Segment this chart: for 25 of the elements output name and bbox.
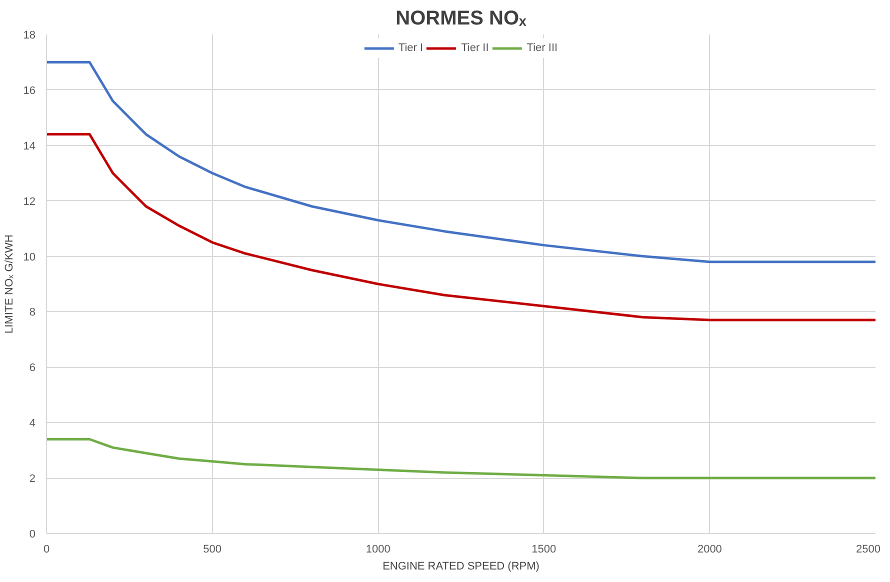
legend-label: Tier I — [398, 42, 424, 54]
y-tick-label: 0 — [29, 528, 36, 540]
chart-title: NORMES NOₓ — [396, 8, 528, 30]
x-tick-label: 1000 — [366, 544, 390, 556]
x-tick-label: 0 — [43, 544, 50, 556]
x-tick-label: 500 — [203, 544, 222, 556]
y-tick-label: 12 — [23, 196, 36, 208]
legend-label: Tier III — [526, 42, 558, 54]
y-tick-label: 2 — [29, 473, 36, 486]
x-tick-label: 2000 — [697, 544, 722, 556]
y-tick-label: 18 — [23, 30, 36, 42]
line-series — [46, 60, 876, 264]
y-tick-label: 10 — [23, 251, 36, 264]
y-tick-label: 4 — [29, 418, 36, 430]
x-tick-label: 1500 — [532, 544, 556, 556]
line-series — [46, 133, 876, 322]
y-axis-title: LIMITE NOₓ G/KWH — [3, 234, 16, 334]
x-axis-title: ENGINE RATED SPEED (RPM) — [382, 560, 540, 572]
line-series — [46, 438, 876, 480]
y-tick-label: 8 — [29, 306, 36, 319]
y-tick-label: 16 — [23, 84, 36, 97]
y-tick-label: 6 — [29, 362, 36, 374]
legend-label: Tier II — [461, 42, 489, 54]
y-tick-label: 14 — [23, 140, 36, 152]
x-tick-label: 2500 — [856, 544, 881, 556]
